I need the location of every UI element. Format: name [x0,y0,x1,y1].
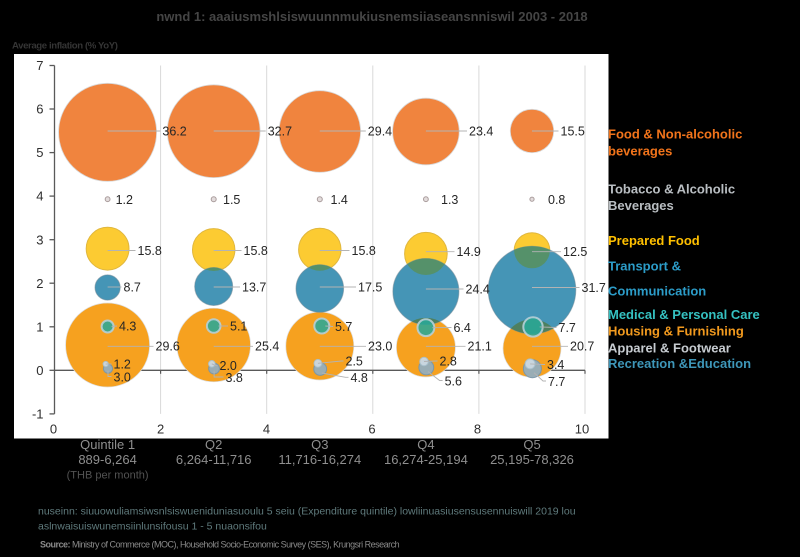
svg-text:Beverages: Beverages [608,198,674,213]
svg-text:6: 6 [368,422,375,437]
svg-text:1.2: 1.2 [114,357,131,371]
svg-text:10: 10 [575,422,589,437]
svg-text:1.2: 1.2 [116,193,133,207]
svg-text:25,195-78,326: 25,195-78,326 [490,452,574,467]
svg-text:7: 7 [36,58,43,73]
svg-text:29.4: 29.4 [368,124,392,138]
svg-text:20.7: 20.7 [570,339,594,353]
svg-text:2.8: 2.8 [440,354,457,368]
svg-text:23.0: 23.0 [368,339,392,353]
svg-text:Medical & Personal Care: Medical & Personal Care [608,307,760,322]
svg-text:6: 6 [36,102,43,117]
svg-text:Source: Ministry of Commerce (: Source: Ministry of Commerce (MOC), Hous… [40,540,400,550]
svg-text:1.3: 1.3 [441,193,458,207]
svg-text:5.7: 5.7 [335,320,352,334]
svg-text:21.1: 21.1 [468,339,492,353]
svg-text:15.8: 15.8 [138,244,162,258]
svg-text:Quintile 1: Quintile 1 [80,437,135,452]
svg-text:24.4: 24.4 [466,282,490,296]
svg-text:2: 2 [36,276,43,291]
svg-text:Q4: Q4 [417,437,434,452]
svg-text:Q5: Q5 [523,437,540,452]
svg-text:1: 1 [36,319,43,334]
svg-text:5.1: 5.1 [230,319,247,333]
svg-text:nuseinn: siuuowuliamsiwsnlsisw: nuseinn: siuuowuliamsiwsnlsiswuenidunias… [38,506,576,518]
svg-text:(THB per month): (THB per month) [67,470,149,482]
svg-text:Average inflation (% YoY): Average inflation (% YoY) [12,41,118,52]
svg-text:beverages: beverages [608,144,672,159]
svg-text:13.7: 13.7 [242,280,266,294]
svg-text:12.5: 12.5 [563,245,587,259]
svg-text:Food & Non-alcoholic: Food & Non-alcoholic [608,127,742,142]
svg-text:36.2: 36.2 [162,124,186,138]
svg-text:25.4: 25.4 [255,339,279,353]
svg-text:17.5: 17.5 [358,280,382,294]
svg-text:4: 4 [263,422,270,437]
svg-text:5: 5 [36,145,43,160]
svg-text:3: 3 [36,232,43,247]
svg-text:15.5: 15.5 [561,124,585,138]
svg-text:6.4: 6.4 [454,321,471,335]
svg-text:11,716-16,274: 11,716-16,274 [278,452,361,467]
svg-text:Recreation &Education: Recreation &Education [608,356,751,371]
svg-text:Communication: Communication [608,284,706,299]
svg-text:15.8: 15.8 [244,244,268,258]
svg-text:4: 4 [36,189,43,204]
svg-text:0.8: 0.8 [548,193,565,207]
svg-text:32.7: 32.7 [268,124,292,138]
svg-text:1.4: 1.4 [331,193,348,207]
svg-text:Prepared Food: Prepared Food [608,233,700,248]
svg-text:2: 2 [157,422,164,437]
svg-text:2.5: 2.5 [346,354,363,368]
svg-text:31.7: 31.7 [582,281,606,295]
svg-text:Apparel & Footwear: Apparel & Footwear [608,341,731,356]
svg-text:7.7: 7.7 [548,375,565,389]
svg-text:Tobacco & Alcoholic: Tobacco & Alcoholic [608,182,735,197]
svg-text:6,264-11,716: 6,264-11,716 [176,452,252,467]
svg-text:7.7: 7.7 [559,321,576,335]
svg-text:23.4: 23.4 [469,124,493,138]
svg-text:Transport &: Transport & [608,259,681,274]
svg-text:0: 0 [36,363,43,378]
svg-text:889-6,264: 889-6,264 [78,452,137,467]
svg-text:Q3: Q3 [311,437,328,452]
svg-text:Housing & Furnishing: Housing & Furnishing [608,324,744,339]
svg-text:nwnd 1: aaaiusmshlsiswuunnmuki: nwnd 1: aaaiusmshlsiswuunnmukiusnemsiias… [156,9,587,24]
svg-text:16,274-25,194: 16,274-25,194 [384,452,468,467]
svg-text:29.6: 29.6 [156,339,180,353]
svg-text:Q2: Q2 [205,437,222,452]
svg-text:14.9: 14.9 [457,245,481,259]
svg-text:4.3: 4.3 [119,319,136,333]
svg-text:3.0: 3.0 [114,370,131,384]
svg-text:0: 0 [50,422,57,437]
svg-text:4.8: 4.8 [351,371,368,385]
svg-text:3.4: 3.4 [547,358,564,372]
svg-text:-1: -1 [32,407,44,422]
svg-text:5.6: 5.6 [445,374,462,388]
svg-text:aslnwaisuiswunemsiinlunsifousu: aslnwaisuiswunemsiinlunsifousu 1 - 5 nua… [38,521,267,533]
svg-text:2.0: 2.0 [220,359,237,373]
svg-text:15.8: 15.8 [352,244,376,258]
svg-text:8.7: 8.7 [124,280,141,294]
svg-text:1.5: 1.5 [223,193,240,207]
svg-text:8: 8 [474,422,481,437]
svg-text:3.8: 3.8 [226,371,243,385]
